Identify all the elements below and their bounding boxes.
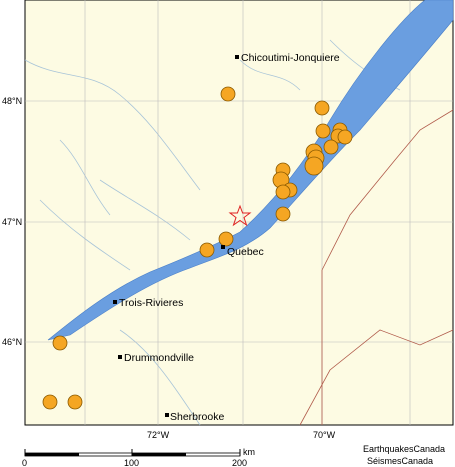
scale-bar: 0 100 200 km — [22, 447, 255, 467]
city-marker — [221, 245, 225, 249]
city-label: Sherbrooke — [170, 411, 224, 423]
scale-label: 200 — [232, 458, 247, 467]
city-marker — [165, 413, 169, 417]
rivers — [24, 39, 401, 426]
latitude-label: 47°N — [2, 217, 22, 227]
city-marker — [235, 55, 239, 59]
latitude-label: 48°N — [2, 96, 22, 106]
cities: Chicoutimi-Jonquiere Quebec Trois-Rivier… — [113, 52, 340, 423]
border — [299, 109, 454, 426]
credit: EarthquakesCanada — [363, 444, 445, 454]
scale-label: 100 — [124, 458, 139, 467]
scale-label: 0 — [22, 458, 27, 467]
epicentre-star — [228, 204, 252, 227]
scale-unit: km — [243, 447, 255, 457]
st-lawrence-river — [47, 0, 454, 341]
city-marker — [118, 355, 122, 359]
city-label: Quebec — [227, 246, 264, 258]
city-marker — [113, 300, 117, 304]
longitude-label: 70°W — [313, 430, 336, 440]
city-label: Trois-Rivieres — [119, 297, 183, 309]
longitude-label: 72°W — [147, 430, 170, 440]
latitude-label: 46°N — [2, 337, 22, 347]
earthquakes — [42, 86, 353, 410]
credit: SéismesCanada — [367, 456, 433, 466]
city-label: Chicoutimi-Jonquiere — [241, 52, 340, 64]
city-label: Drummondville — [124, 352, 194, 364]
